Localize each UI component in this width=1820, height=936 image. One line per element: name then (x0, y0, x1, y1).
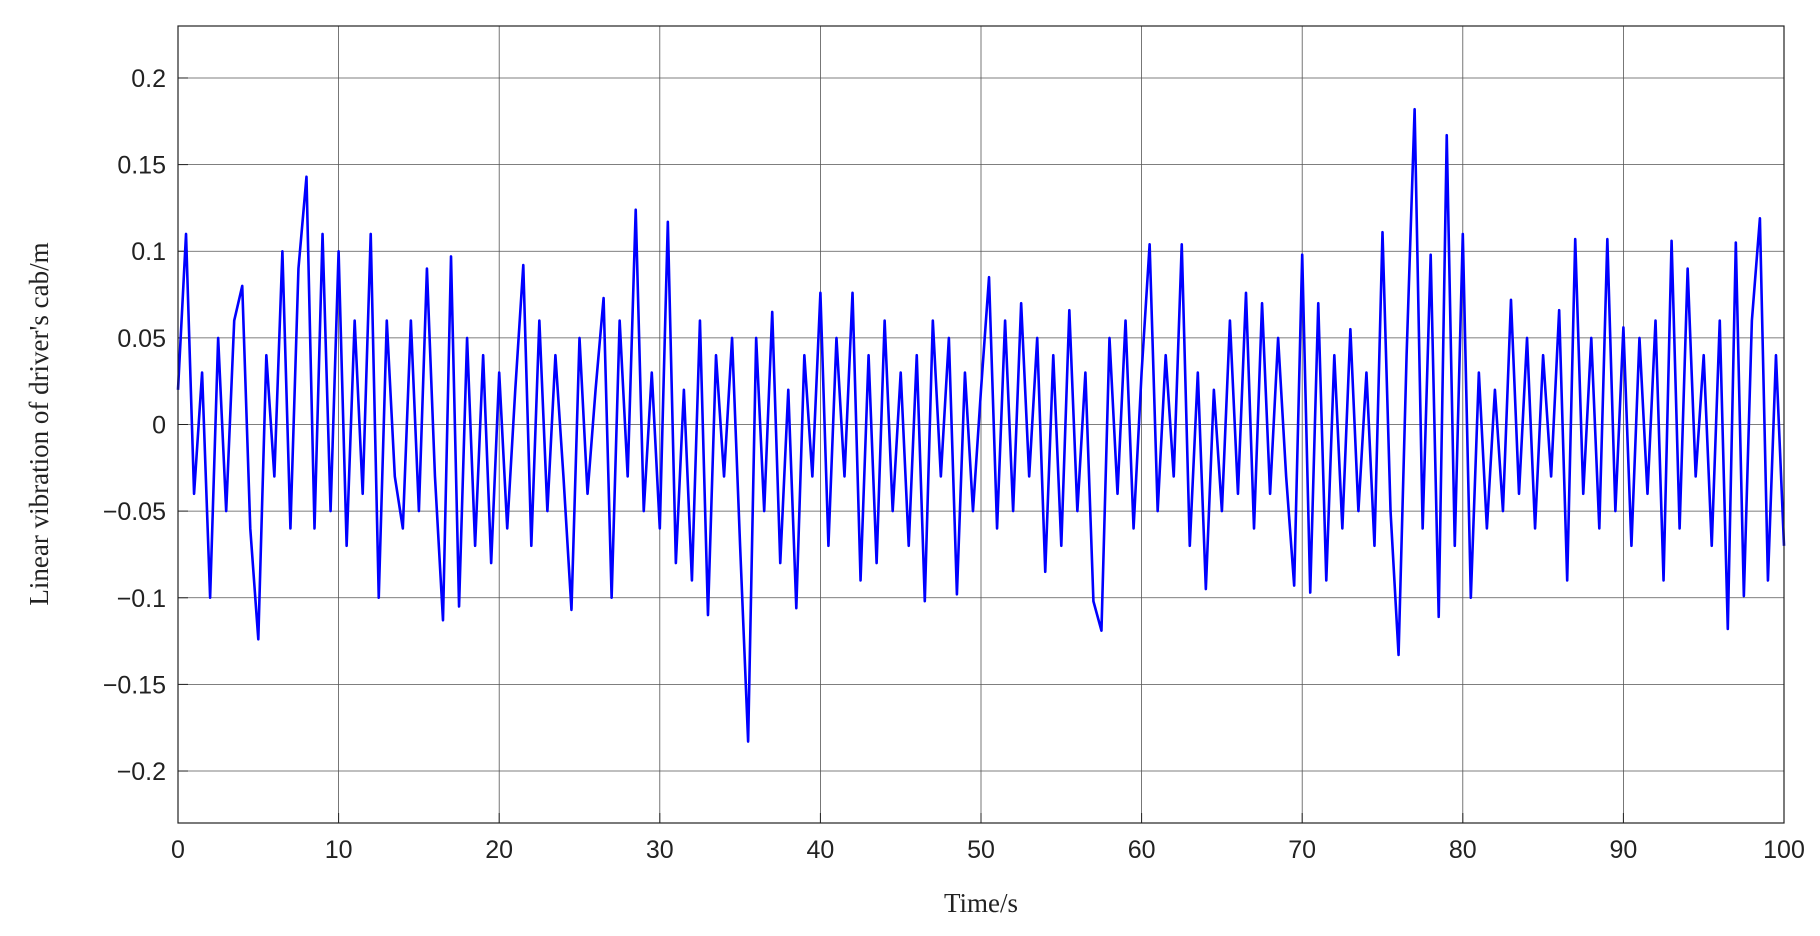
x-tick-label: 80 (1449, 836, 1477, 864)
x-tick-label: 0 (171, 836, 185, 864)
plot-frame (177, 25, 1785, 824)
x-tick-label: 90 (1609, 836, 1637, 864)
x-tick-label: 100 (1763, 836, 1805, 864)
y-tick-label: −0.2 (117, 758, 166, 786)
x-axis-label: Time/s (944, 888, 1018, 918)
x-tick-label: 50 (967, 836, 995, 864)
y-tick-label: −0.1 (117, 585, 166, 613)
y-tick-label: 0.2 (131, 65, 166, 93)
x-tick-label: 30 (646, 836, 674, 864)
x-tick-label: 60 (1128, 836, 1156, 864)
y-tick-label: −0.15 (103, 671, 166, 699)
data-line (176, 107, 1786, 743)
x-tick-label: 20 (485, 836, 513, 864)
x-tick-label: 40 (806, 836, 834, 864)
y-tick-label: 0.1 (131, 238, 166, 266)
y-axis-label: Linear vibration of driver's cab/m (24, 242, 54, 605)
y-tick-label: −0.05 (103, 498, 166, 526)
x-tick-label: 70 (1288, 836, 1316, 864)
x-tick-label: 10 (325, 836, 353, 864)
y-tick-label: 0 (152, 412, 166, 440)
y-tick-label: 0.05 (117, 325, 166, 353)
y-tick-label: 0.15 (117, 152, 166, 180)
